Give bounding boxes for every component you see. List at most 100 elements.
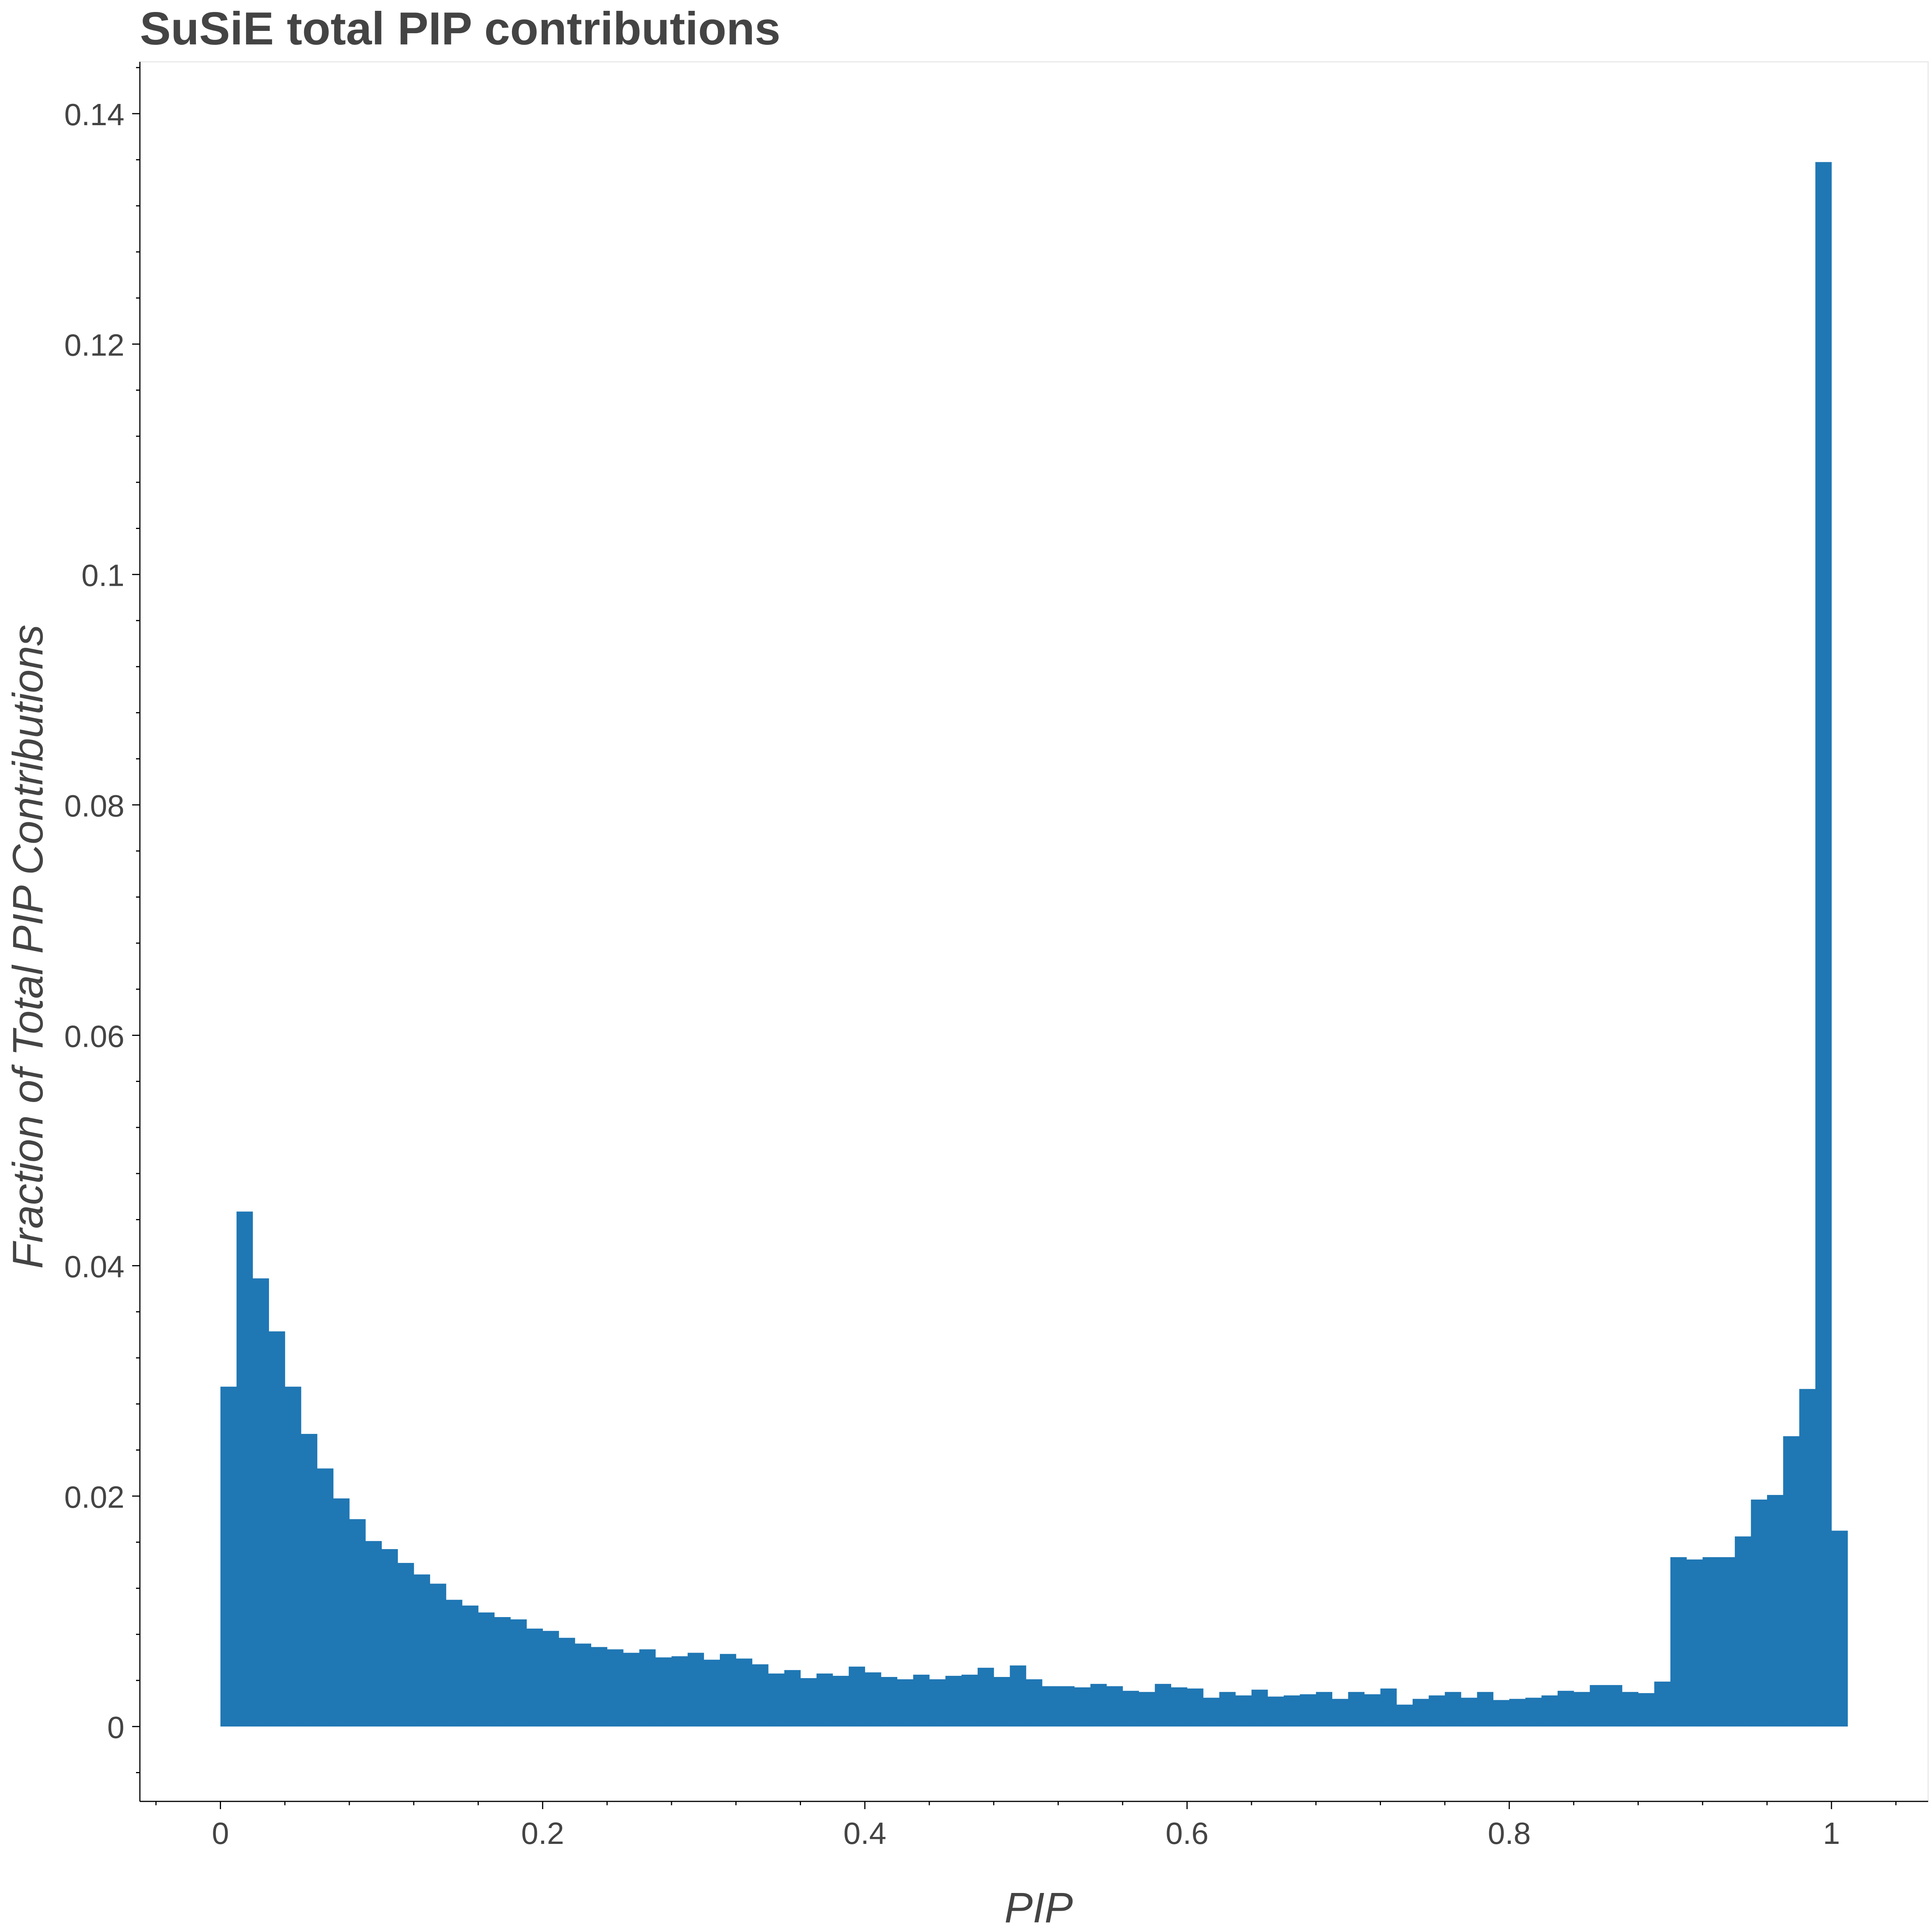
histogram-bar xyxy=(1590,1685,1606,1727)
histogram-bar xyxy=(478,1612,495,1727)
histogram-bar xyxy=(1299,1694,1316,1727)
histogram-bar xyxy=(575,1643,592,1727)
histogram-bar xyxy=(687,1653,704,1727)
histogram-bar xyxy=(333,1498,350,1727)
x-axis-label: PIP xyxy=(1004,1884,1073,1932)
histogram-bar xyxy=(1445,1692,1461,1727)
histogram-bar xyxy=(913,1675,930,1727)
y-tick-label: 0.12 xyxy=(64,328,124,362)
histogram-bar xyxy=(430,1583,446,1727)
histogram-bar xyxy=(768,1673,785,1727)
histogram-bar xyxy=(1219,1692,1236,1727)
histogram-bar xyxy=(398,1563,414,1727)
x-tick-label: 0.8 xyxy=(1488,1816,1531,1850)
y-tick-label: 0.04 xyxy=(64,1250,124,1284)
histogram-bar xyxy=(736,1658,752,1727)
histogram-bar xyxy=(1686,1559,1703,1727)
histogram-bar xyxy=(1284,1695,1300,1727)
histogram-bar xyxy=(1477,1692,1493,1727)
histogram-bar xyxy=(1139,1692,1155,1727)
histogram-bar xyxy=(591,1647,607,1727)
histogram-bar xyxy=(462,1605,479,1727)
histogram-bar xyxy=(1155,1684,1171,1727)
histogram-bar xyxy=(897,1679,913,1727)
histogram-bar xyxy=(317,1468,333,1727)
histogram-bar xyxy=(1799,1389,1816,1727)
x-axis-ticks: 0 0.2 0.4 0.6 0.8 1 xyxy=(155,1801,1897,1850)
histogram-bar xyxy=(494,1617,511,1727)
histogram-bar xyxy=(1541,1695,1558,1727)
histogram-bar xyxy=(1090,1684,1107,1727)
bars-group xyxy=(220,162,1848,1727)
histogram-bar xyxy=(381,1549,398,1727)
y-tick-label: 0.02 xyxy=(64,1480,124,1514)
histogram-bar xyxy=(865,1672,881,1727)
histogram-bar xyxy=(1187,1688,1204,1727)
histogram-bar xyxy=(978,1668,994,1727)
histogram-bar xyxy=(236,1211,253,1727)
x-tick-label: 0 xyxy=(212,1816,229,1850)
histogram-bar xyxy=(543,1631,559,1727)
histogram-bar xyxy=(1332,1699,1349,1727)
histogram-bar xyxy=(1364,1694,1381,1727)
histogram-bar xyxy=(301,1434,318,1727)
histogram-bar xyxy=(929,1679,946,1727)
histogram-bar xyxy=(800,1678,817,1727)
histogram-bar xyxy=(1783,1436,1800,1727)
histogram-bar xyxy=(993,1677,1010,1727)
y-tick-label: 0.14 xyxy=(64,97,124,132)
histogram-bar xyxy=(1396,1704,1413,1727)
histogram-bar xyxy=(252,1278,269,1727)
histogram-bar xyxy=(1074,1687,1091,1727)
histogram-bar xyxy=(1767,1495,1784,1727)
histogram-bar xyxy=(1042,1686,1059,1727)
histogram-bar xyxy=(1638,1693,1655,1727)
histogram-bar xyxy=(1171,1687,1187,1727)
x-tick-label: 0.4 xyxy=(844,1816,886,1850)
histogram-bar xyxy=(1026,1679,1043,1727)
histogram-bar xyxy=(639,1649,656,1727)
histogram-bar xyxy=(526,1628,543,1727)
histogram-bar xyxy=(1831,1531,1848,1727)
histogram-bar xyxy=(1058,1686,1075,1727)
histogram-bar xyxy=(1203,1697,1220,1727)
histogram-bar xyxy=(1251,1689,1268,1727)
x-tick-label: 0.2 xyxy=(521,1816,564,1850)
histogram-bar xyxy=(1558,1690,1574,1727)
histogram-bar xyxy=(1493,1700,1510,1727)
histogram-bar xyxy=(1702,1557,1719,1727)
histogram-bar xyxy=(1815,162,1832,1727)
histogram-bar xyxy=(1106,1686,1123,1727)
y-tick-label: 0.08 xyxy=(64,789,124,823)
histogram-bar xyxy=(704,1660,720,1727)
histogram-bar xyxy=(1267,1696,1284,1727)
histogram-bar xyxy=(961,1675,978,1727)
histogram-bar xyxy=(1412,1699,1429,1727)
histogram-bar xyxy=(1316,1692,1332,1727)
histogram-bar xyxy=(220,1386,237,1727)
histogram-bar xyxy=(1235,1695,1252,1727)
y-tick-label: 0 xyxy=(107,1710,125,1745)
x-tick-label: 1 xyxy=(1823,1816,1840,1850)
histogram-bar xyxy=(1606,1685,1622,1727)
histogram-bar xyxy=(285,1386,301,1727)
histogram-bar xyxy=(1670,1557,1687,1727)
histogram-bar xyxy=(1461,1697,1478,1727)
histogram-bar xyxy=(1751,1499,1767,1727)
histogram-bar xyxy=(816,1673,833,1727)
histogram-bar xyxy=(413,1574,430,1727)
histogram-bar xyxy=(1573,1692,1590,1727)
histogram-bar xyxy=(1654,1681,1671,1727)
chart-title: SuSiE total PIP contributions xyxy=(140,3,781,54)
histogram-bar xyxy=(849,1667,865,1727)
histogram-bar xyxy=(607,1649,624,1727)
histogram-bar xyxy=(510,1619,527,1727)
histogram-bar xyxy=(1525,1697,1542,1727)
histogram-bar xyxy=(1718,1557,1735,1727)
histogram-bar xyxy=(623,1653,640,1727)
histogram-bar xyxy=(832,1676,849,1727)
histogram-bar xyxy=(446,1600,463,1727)
histogram-bar xyxy=(269,1331,285,1727)
